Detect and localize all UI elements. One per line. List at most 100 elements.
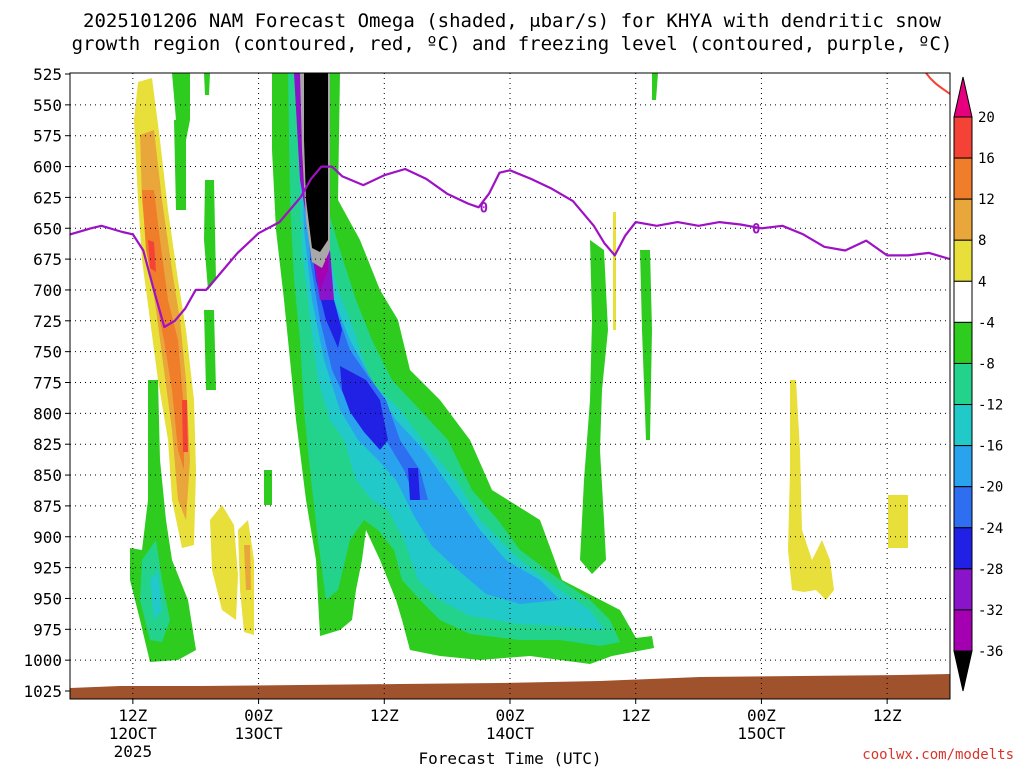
colorbar-swatch [953,280,973,323]
omega-neg-streak-2 [174,120,186,210]
colorbar-level-label: 16 [978,151,995,167]
omega-neg-streak-3 [204,73,210,95]
colorbar-swatch [953,362,973,406]
omega-neg-band-24b [340,366,388,450]
y-tick-label: 825 [33,435,62,454]
x-tick-label2: 14OCT [486,724,535,743]
colorbar-level-label: -20 [978,480,1003,496]
colorbar-swatch [953,445,973,488]
ground-surface [70,674,950,699]
omega-negative-shading [130,73,658,664]
x-tick-label1: 00Z [244,706,273,725]
omega-neg-band-8 [288,73,620,646]
plot-area: 00 [70,73,950,699]
freezing-level-line [70,165,950,329]
colorbar-level-label: -28 [978,562,1003,578]
y-tick-label: 700 [33,281,62,300]
omega-pos-band-16b [182,400,188,452]
y-tick-label: 875 [33,497,62,516]
freezing-level-layer: 00 [70,165,950,329]
colorbar-level-label: -32 [978,603,1003,619]
x-tick-label1: 00Z [747,706,776,725]
y-tick-label: 750 [33,343,62,362]
colorbar-swatch [953,157,973,200]
omega-neg-streak-6 [264,470,272,505]
x-tick-label1: 12Z [873,706,902,725]
y-axis: 525 550 575 600 625 650 675 700 725 750 775 800 825 8… [23,65,70,701]
y-tick-label: 650 [33,219,62,238]
freezing-level-label: 0 [480,200,488,216]
y-tick-label: 600 [33,158,62,177]
colorbar-level-label: -8 [978,356,995,372]
omega-positive-shading [134,78,908,635]
omega-neg-core [304,73,328,252]
omega-neg-plume-14oct-2 [640,250,652,440]
omega-pos-blob-1 [210,505,238,620]
colorbar-swatch [953,198,973,241]
y-tick-label: 800 [33,404,62,423]
colorbar-swatch [953,404,973,447]
x-tick-label1: 12Z [118,706,147,725]
y-tick-label: 1025 [23,682,62,701]
colorbar-level-label: -36 [978,644,1003,660]
omega-neg-band-12 [296,73,604,630]
colorbar-swatch [953,116,973,159]
y-tick-label: 625 [33,188,62,207]
colorbar-swatch [953,486,973,529]
x-tick-label1: 00Z [496,706,525,725]
omega-neg-streak-5 [204,310,216,390]
omega-neg-streak-4 [204,180,216,290]
omega-neg-left-plume-12 [150,570,162,620]
y-tick-label: 950 [33,589,62,608]
x-tick-label2: 13OCT [234,724,283,743]
dendritic-growth-contour [925,73,950,95]
y-tick-label: 775 [33,374,62,393]
y-tick-label: 525 [33,65,62,84]
colorbar-level-label: 4 [978,274,986,290]
colorbar-swatch [953,239,973,282]
colorbar-swatch [953,568,973,611]
y-tick-label: 900 [33,528,62,547]
colorbar-level-label: -16 [978,439,1003,455]
y-tick-label: 675 [33,250,62,269]
x-axis-title: Forecast Time (UTC) [418,749,601,768]
colorbar-swatch [953,527,973,570]
y-tick-label: 575 [33,127,62,146]
x-tick-label2: 12OCT [109,724,158,743]
omega-neg-streak-7 [652,73,658,100]
colorbar-top-arrow [953,76,973,118]
x-tick-label2: 15OCT [737,724,786,743]
colorbar-level-label: -24 [978,521,1003,537]
omega-neg-band-24c [408,468,420,500]
x-tick-label1: 12Z [621,706,650,725]
colorbar-level-label: 12 [978,192,995,208]
colorbar-bottom-arrow [953,650,973,692]
omega-neg-plume-14oct-1 [580,240,608,574]
y-tick-label: 550 [33,96,62,115]
omega-pos-blob-4 [788,380,834,600]
chart-title-line-2: growth region (contoured, red, ºC) and f… [72,33,953,55]
omega-pos-band-16 [148,240,156,272]
y-tick-label: 1000 [23,651,62,670]
colorbar-level-label: 20 [978,110,995,126]
colorbar-swatch [953,609,973,652]
colorbar-level-label: -12 [978,398,1003,414]
x-tick-label3: 2025 [114,742,153,761]
y-tick-label: 975 [33,620,62,639]
chart-title-line-1: 2025101206 NAM Forecast Omega (shaded, μ… [83,10,941,32]
colorbar-level-label: -4 [978,315,995,331]
omega-pos-sliver [613,212,616,330]
colorbar: 20 16 12 8 4 -4 -8 -12 -16 -20 -24 -28 -32 -36 [953,76,1003,692]
omega-pos-blob-3 [244,545,251,590]
x-tick-label1: 12Z [370,706,399,725]
freezing-level-label: 0 [752,221,760,237]
grid-lines [70,73,950,699]
credit-text: coolwx.com/modelts [862,747,1014,763]
colorbar-level-label: 8 [978,233,986,249]
y-tick-label: 925 [33,559,62,578]
y-tick-label: 850 [33,466,62,485]
omega-pos-blob-5 [888,495,908,548]
colorbar-swatch [953,321,973,364]
